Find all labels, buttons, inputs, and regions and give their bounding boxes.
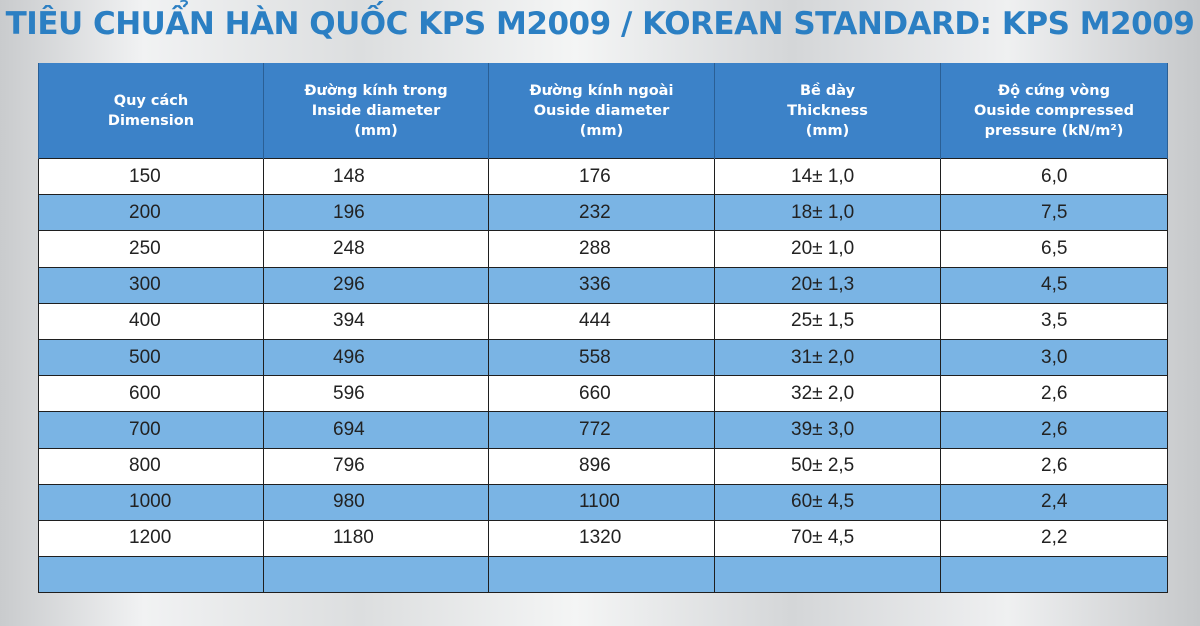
dimension-cell: 500 <box>38 338 264 377</box>
dimension-cell: 300 <box>38 266 264 304</box>
table-row: 300 296 336 20± 1,3 4,5 <box>38 266 1168 304</box>
thickness-cell: 32± 2,0 <box>714 375 941 413</box>
inside-diameter-cell: 980 <box>263 483 489 521</box>
dimension-cell: 800 <box>38 447 264 485</box>
dimension-cell: 200 <box>38 194 264 232</box>
header-outside-diameter: Đường kính ngoài Ouside diameter (mm) <box>488 63 715 159</box>
dimension-cell: 600 <box>38 375 264 413</box>
thickness-cell: 25± 1,5 <box>714 302 941 340</box>
inside-diameter-cell: 148 <box>263 157 489 196</box>
header-inside-diameter: Đường kính trong Inside diameter (mm) <box>263 63 489 159</box>
outside-diameter-cell: 896 <box>488 447 715 485</box>
dimension-cell: 1200 <box>38 519 264 558</box>
empty-cell <box>38 556 264 594</box>
outside-diameter-cell: 1320 <box>488 519 715 558</box>
inside-diameter-cell: 496 <box>263 338 489 377</box>
ring-stiffness-cell: 7,5 <box>940 194 1168 232</box>
table-header-row: Quy cách Dimension Đường kính trong Insi… <box>38 63 1168 159</box>
thickness-cell: 39± 3,0 <box>714 411 941 449</box>
inside-diameter-cell: 1180 <box>263 519 489 558</box>
page-title: TIÊU CHUẨN HÀN QUỐC KPS M2009 / KOREAN S… <box>5 6 1195 42</box>
thickness-cell: 14± 1,0 <box>714 157 941 196</box>
outside-diameter-cell: 558 <box>488 338 715 377</box>
outside-diameter-cell: 660 <box>488 375 715 413</box>
ring-stiffness-cell: 2,2 <box>940 519 1168 558</box>
ring-stiffness-cell: 3,5 <box>940 302 1168 340</box>
header-ring-stiffness: Độ cứng vòng Ouside compressed pressure … <box>940 63 1168 159</box>
thickness-cell: 70± 4,5 <box>714 519 941 558</box>
thickness-cell: 20± 1,0 <box>714 230 941 268</box>
ring-stiffness-cell: 2,6 <box>940 375 1168 413</box>
table-row: 800 796 896 50± 2,5 2,6 <box>38 447 1168 485</box>
empty-cell <box>940 556 1168 594</box>
outside-diameter-cell: 288 <box>488 230 715 268</box>
empty-cell <box>263 556 489 594</box>
ring-stiffness-cell: 2,6 <box>940 447 1168 485</box>
thickness-cell: 18± 1,0 <box>714 194 941 232</box>
thickness-cell: 20± 1,3 <box>714 266 941 304</box>
table-row: 500 496 558 31± 2,0 3,0 <box>38 338 1168 377</box>
outside-diameter-cell: 1100 <box>488 483 715 521</box>
inside-diameter-cell: 248 <box>263 230 489 268</box>
table-row: 200 196 232 18± 1,0 7,5 <box>38 194 1168 232</box>
table-row: 250 248 288 20± 1,0 6,5 <box>38 230 1168 268</box>
empty-cell <box>488 556 715 594</box>
ring-stiffness-cell: 2,4 <box>940 483 1168 521</box>
inside-diameter-cell: 596 <box>263 375 489 413</box>
outside-diameter-cell: 444 <box>488 302 715 340</box>
inside-diameter-cell: 694 <box>263 411 489 449</box>
inside-diameter-cell: 196 <box>263 194 489 232</box>
table-row: 150 148 176 14± 1,0 6,0 <box>38 157 1168 196</box>
table-row: 700 694 772 39± 3,0 2,6 <box>38 411 1168 449</box>
outside-diameter-cell: 336 <box>488 266 715 304</box>
empty-cell <box>714 556 941 594</box>
outside-diameter-cell: 176 <box>488 157 715 196</box>
dimension-cell: 150 <box>38 157 264 196</box>
header-thickness: Bề dày Thickness (mm) <box>714 63 941 159</box>
table-row: 1200 1180 1320 70± 4,5 2,2 <box>38 519 1168 558</box>
table-row: 600 596 660 32± 2,0 2,6 <box>38 375 1168 413</box>
dimension-cell: 400 <box>38 302 264 340</box>
table-row-empty <box>38 556 1168 594</box>
dimension-cell: 700 <box>38 411 264 449</box>
dimension-cell: 1000 <box>38 483 264 521</box>
inside-diameter-cell: 394 <box>263 302 489 340</box>
ring-stiffness-cell: 3,0 <box>940 338 1168 377</box>
dimension-cell: 250 <box>38 230 264 268</box>
thickness-cell: 50± 2,5 <box>714 447 941 485</box>
inside-diameter-cell: 796 <box>263 447 489 485</box>
thickness-cell: 60± 4,5 <box>714 483 941 521</box>
spec-table: Quy cách Dimension Đường kính trong Insi… <box>38 63 1168 594</box>
outside-diameter-cell: 772 <box>488 411 715 449</box>
header-dimension: Quy cách Dimension <box>38 63 264 159</box>
outside-diameter-cell: 232 <box>488 194 715 232</box>
inside-diameter-cell: 296 <box>263 266 489 304</box>
ring-stiffness-cell: 4,5 <box>940 266 1168 304</box>
table-row: 1000 980 1100 60± 4,5 2,4 <box>38 483 1168 521</box>
ring-stiffness-cell: 6,5 <box>940 230 1168 268</box>
thickness-cell: 31± 2,0 <box>714 338 941 377</box>
table-row: 400 394 444 25± 1,5 3,5 <box>38 302 1168 340</box>
ring-stiffness-cell: 6,0 <box>940 157 1168 196</box>
ring-stiffness-cell: 2,6 <box>940 411 1168 449</box>
